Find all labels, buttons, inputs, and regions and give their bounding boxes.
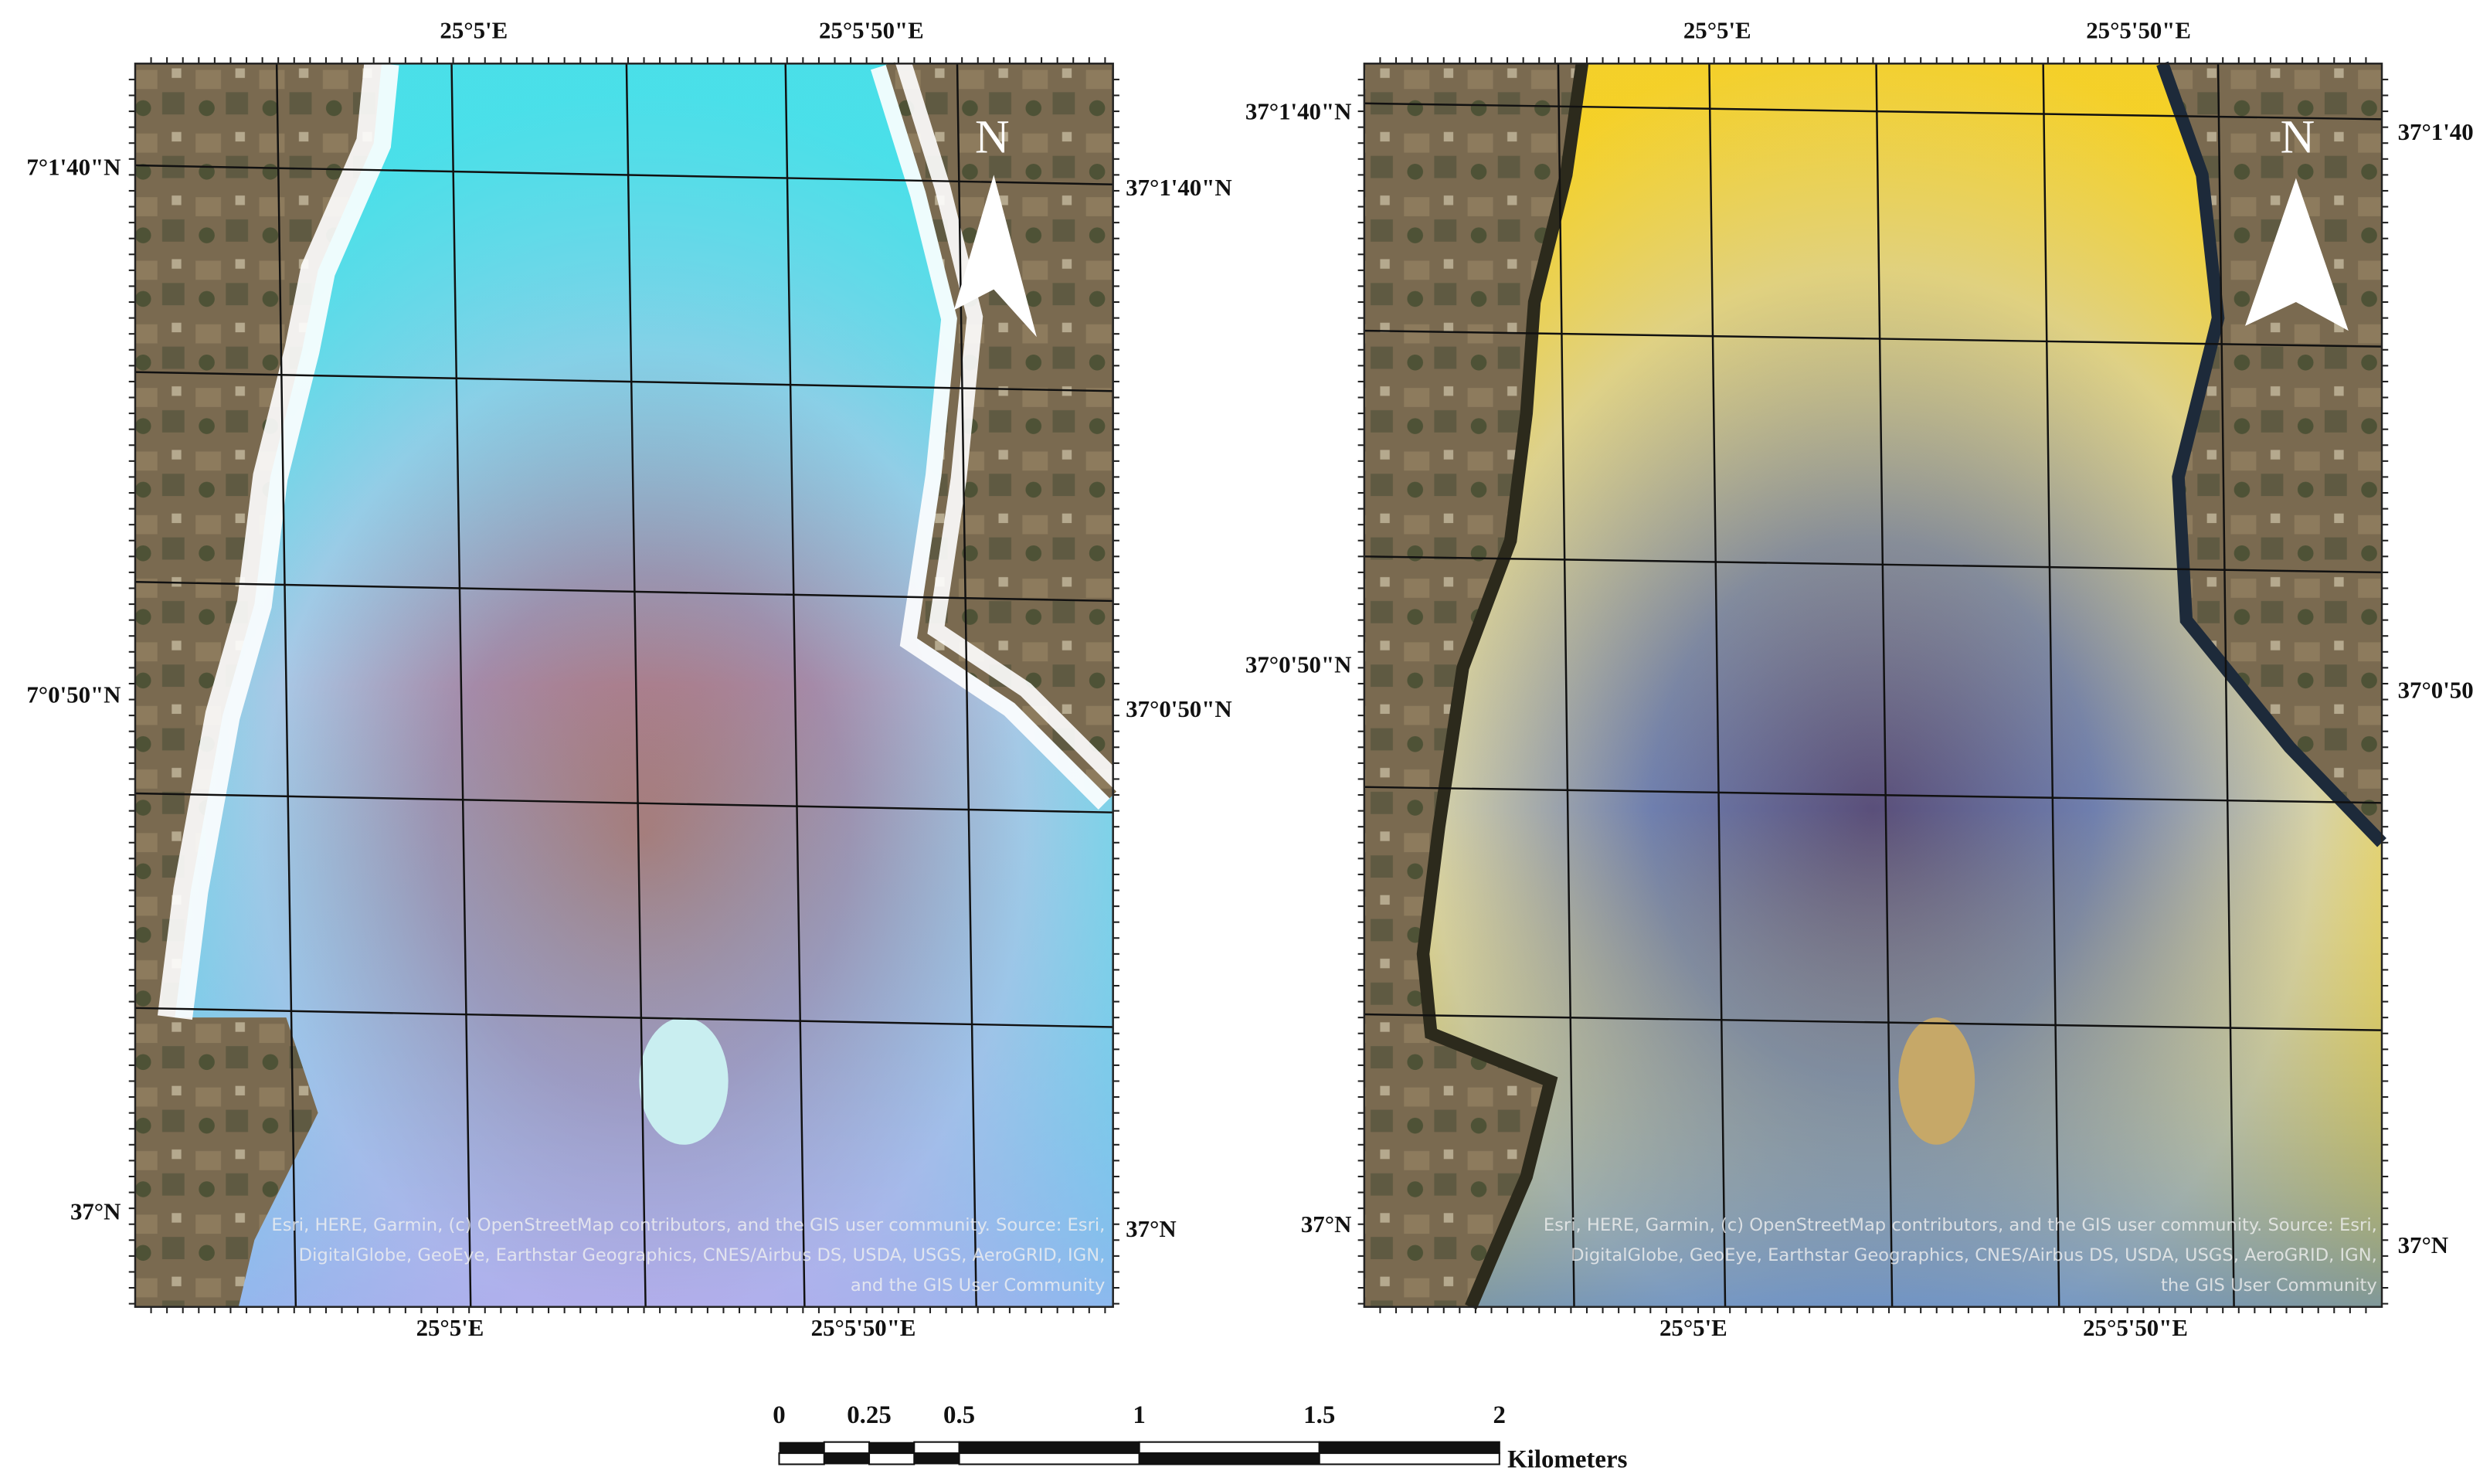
grid-line xyxy=(2042,63,2060,1307)
scale-segment xyxy=(1138,1441,1320,1455)
grid-line xyxy=(275,63,297,1307)
grid-line xyxy=(625,63,647,1307)
frame xyxy=(134,63,1114,1308)
top-label: 25°5'E xyxy=(440,16,508,43)
scale-segment xyxy=(914,1453,960,1465)
scale-segment xyxy=(824,1453,870,1465)
attribution: and the GIS User Community xyxy=(851,1275,1106,1296)
grid-line xyxy=(1364,786,2383,804)
north-label: N xyxy=(2281,111,2315,164)
top-label: 25°5'E xyxy=(1683,16,1751,43)
shoal xyxy=(1898,1017,1975,1145)
shore xyxy=(157,62,399,1020)
right-label: 37°1'40 xyxy=(2398,118,2474,145)
scale-segment xyxy=(1318,1441,1500,1455)
left-label: 37°0'50"N xyxy=(1245,651,1351,678)
left-label: 37°1'40"N xyxy=(1245,97,1351,124)
grid-line xyxy=(1364,329,2383,348)
scale-segment xyxy=(958,1452,1140,1465)
scale-segment xyxy=(869,1442,915,1454)
bottom-label: 25°5'E xyxy=(416,1314,484,1341)
shore-edge xyxy=(885,62,1117,799)
scale-segment xyxy=(1318,1452,1500,1465)
left-label: 7°0'50"N xyxy=(26,681,121,708)
top-label: 25°5'50"E xyxy=(2086,16,2191,43)
left-label: 37°N xyxy=(1301,1211,1352,1238)
left-label: 37°N xyxy=(70,1198,121,1225)
graticule xyxy=(128,57,1119,1313)
right-map: N 25°5'E 25°5'50"E 25°5'E 25°5'50"E 37°1… xyxy=(1245,16,2474,1340)
grid-line xyxy=(1708,63,1727,1307)
attribution: DigitalGlobe, GeoEye, Earthstar Geograph… xyxy=(299,1245,1106,1265)
scale-unit: Kilometers xyxy=(1507,1446,1627,1474)
shore xyxy=(2156,61,2386,847)
right-label: 37°1'40"N xyxy=(1126,174,1231,201)
grid-line xyxy=(450,63,472,1307)
scale-segment xyxy=(1138,1452,1320,1465)
graticule xyxy=(1357,57,2389,1313)
land xyxy=(134,63,382,1307)
right-label: 37°0'50"N xyxy=(1126,695,1231,722)
right-label: 37°0'50 xyxy=(2398,676,2474,703)
scale-segment xyxy=(958,1441,1140,1455)
scale-segment xyxy=(778,1452,825,1465)
grid-line xyxy=(134,581,1113,603)
grid-line xyxy=(134,371,1113,392)
grid-line xyxy=(1364,555,2383,574)
scale-segment xyxy=(913,1441,960,1455)
attribution: Esri, HERE, Garmin, (c) OpenStreetMap co… xyxy=(1544,1215,2377,1235)
grid-line xyxy=(956,63,977,1307)
shoal xyxy=(639,1017,729,1145)
bottom-label: 25°5'E xyxy=(1659,1314,1727,1341)
grid-line xyxy=(1364,102,2383,121)
attribution: DigitalGlobe, GeoEye, Earthstar Geograph… xyxy=(1571,1245,2377,1265)
north-label: N xyxy=(975,111,1010,164)
scale-bar: Kilometers 0 0.25 0.5 1 1.5 2 xyxy=(773,1401,1627,1474)
scale-label: 2 xyxy=(1493,1401,1506,1429)
frame xyxy=(1363,63,2383,1308)
grid-line xyxy=(134,1007,1113,1028)
north-arrow xyxy=(2245,178,2349,331)
grid-line xyxy=(784,63,806,1307)
scale-label: 0.25 xyxy=(847,1401,892,1429)
scale-label: 0 xyxy=(773,1401,785,1429)
scale-segment xyxy=(779,1442,824,1454)
north-arrow xyxy=(953,175,1037,338)
grid-line xyxy=(134,792,1113,813)
scale-segment xyxy=(868,1452,915,1465)
bottom-label: 25°5'50"E xyxy=(2083,1314,2188,1341)
grid-line xyxy=(134,164,1113,185)
left-map: N 25°5'E 25°5'50"E 25°5'E 25°5'50"E 7°1'… xyxy=(26,16,1231,1340)
attribution: Esri, HERE, Garmin, (c) OpenStreetMap co… xyxy=(271,1215,1105,1235)
right-label: 37°N xyxy=(2398,1231,2449,1258)
grid-line xyxy=(2217,63,2235,1307)
scale-label: 1.5 xyxy=(1303,1401,1335,1429)
grid-line xyxy=(1364,1013,2383,1031)
scale-label: 0.5 xyxy=(943,1401,975,1429)
bottom-label: 25°5'50"E xyxy=(811,1314,916,1341)
top-label: 25°5'50"E xyxy=(819,16,924,43)
grid-line xyxy=(1557,63,1575,1307)
shore xyxy=(1416,63,1588,1309)
grid-line xyxy=(1875,63,1894,1307)
attribution: the GIS User Community xyxy=(2161,1275,2377,1296)
left-label: 7°1'40"N xyxy=(26,153,121,180)
scale-segment xyxy=(823,1441,871,1455)
right-label: 37°N xyxy=(1126,1215,1177,1242)
scale-label: 1 xyxy=(1133,1401,1145,1429)
